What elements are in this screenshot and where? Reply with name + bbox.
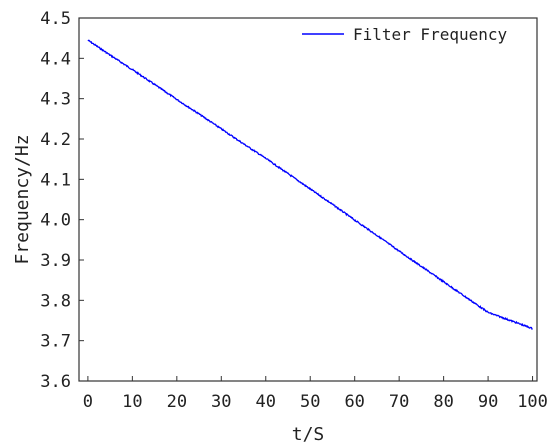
y-tick-label: 3.9 [40, 251, 71, 271]
y-tick-label: 3.6 [40, 372, 71, 392]
x-tick-label: 80 [433, 392, 453, 412]
y-tick-label: 4.1 [40, 170, 71, 190]
series-line-filter-frequency [87, 39, 533, 330]
x-tick-label: 60 [344, 392, 364, 412]
x-tick-label: 10 [122, 392, 142, 412]
x-tick-label: 30 [211, 392, 231, 412]
y-axis-title: Frequency/Hz [12, 134, 33, 264]
x-tick-label: 50 [300, 392, 320, 412]
series-layer [87, 39, 533, 330]
y-axis: 3.6 3.7 3.8 3.9 4.0 4.1 4.2 4.3 4.4 4.5 [40, 9, 84, 392]
plot-area-frame [78, 17, 538, 382]
x-axis: 0 10 20 30 40 50 60 70 80 90 100 [83, 376, 548, 412]
y-tick-label: 4.3 [40, 90, 71, 110]
x-tick-label: 0 [83, 392, 93, 412]
y-tick-label: 3.7 [40, 332, 71, 352]
y-tick-label: 4.5 [40, 9, 71, 29]
x-axis-title: t/S [292, 424, 325, 445]
x-tick-label: 70 [389, 392, 409, 412]
x-tick-label: 90 [478, 392, 498, 412]
y-tick-label: 4.0 [40, 211, 71, 231]
y-tick-label: 3.8 [40, 291, 71, 311]
legend-label: Filter Frequency [353, 25, 507, 44]
x-tick-label: 20 [167, 392, 187, 412]
x-tick-label: 40 [256, 392, 276, 412]
y-tick-label: 4.2 [40, 130, 71, 150]
x-tick-label: 100 [517, 392, 548, 412]
y-tick-label: 4.4 [40, 49, 71, 69]
legend: Filter Frequency [302, 25, 507, 44]
